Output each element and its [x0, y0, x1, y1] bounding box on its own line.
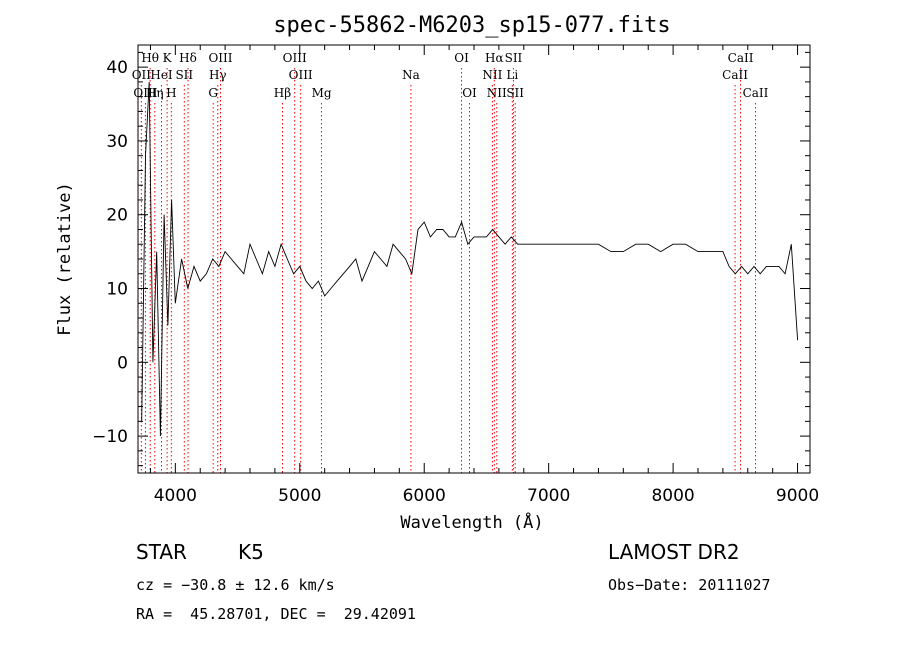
line-label-3: OIII: [208, 51, 232, 65]
x-axis-label: Wavelength (Å): [400, 511, 543, 533]
chart-title: spec-55862-M6203_sp15-077.fits: [273, 13, 670, 38]
line-label-2: Hδ: [179, 51, 197, 65]
redshift-text: cz = −30.8 ± 12.6 km/s: [136, 576, 335, 594]
x-axis-ticks: 4000 5000 6000 7000 8000 9000: [149, 45, 819, 506]
y-axis-ticks: −10 0 10 20 30 40: [92, 51, 810, 467]
line-label-26: SII: [506, 86, 524, 100]
line-label-8: CaII: [728, 51, 754, 65]
y-tick-label-0: −10: [92, 427, 128, 447]
line-label-10: HeI: [150, 68, 173, 82]
line-label-12: Hγ: [209, 68, 227, 82]
line-label-24: OI: [462, 86, 477, 100]
line-label-6: Hα: [485, 51, 504, 65]
line-label-19: Hη: [146, 86, 164, 100]
emission-line-markers: [140, 68, 756, 473]
line-label-1: K: [163, 51, 173, 65]
line-label-23: Mg: [312, 86, 332, 100]
line-label-14: Na: [402, 68, 420, 82]
y-axis-label: Flux (relative): [55, 182, 75, 336]
x-tick-label-2: 6000: [403, 486, 446, 506]
line-label-7: SII: [505, 51, 523, 65]
survey-name: LAMOST DR2: [608, 540, 740, 564]
line-label-20: H: [166, 86, 176, 100]
obs-date: Obs−Date: 20111027: [608, 576, 771, 594]
line-label-5: OI: [454, 51, 469, 65]
y-tick-label-1: 0: [117, 353, 128, 373]
line-label-13: OIII: [289, 68, 313, 82]
subclass: K5: [238, 540, 264, 564]
line-label-15: NII: [482, 68, 502, 82]
line-label-22: Hβ: [274, 86, 291, 100]
line-label-21: G: [208, 86, 218, 100]
y-tick-label-3: 20: [106, 206, 128, 226]
plot-frame: [137, 44, 811, 474]
y-tick-label-4: 30: [106, 132, 128, 152]
line-label-16: Li: [506, 68, 518, 82]
line-label-17: CaII: [722, 68, 748, 82]
y-tick-label-5: 40: [106, 58, 128, 78]
object-class: STAR: [136, 540, 187, 564]
line-label-25: NII: [487, 86, 507, 100]
x-tick-label-0: 4000: [154, 486, 197, 506]
line-label-0: Hθ: [141, 51, 159, 65]
x-tick-label-1: 5000: [278, 486, 321, 506]
x-tick-label-5: 9000: [776, 486, 819, 506]
coordinates: RA = 45.28701, DEC = 29.42091: [136, 605, 416, 623]
line-label-9: OII: [132, 68, 152, 82]
y-tick-label-2: 10: [106, 280, 128, 300]
line-label-27: CaII: [743, 86, 769, 100]
spectrum-line: [141, 81, 799, 437]
x-tick-label-4: 8000: [651, 486, 694, 506]
x-tick-label-3: 7000: [527, 486, 570, 506]
line-label-11: SII: [175, 68, 193, 82]
line-label-4: OIII: [283, 51, 307, 65]
